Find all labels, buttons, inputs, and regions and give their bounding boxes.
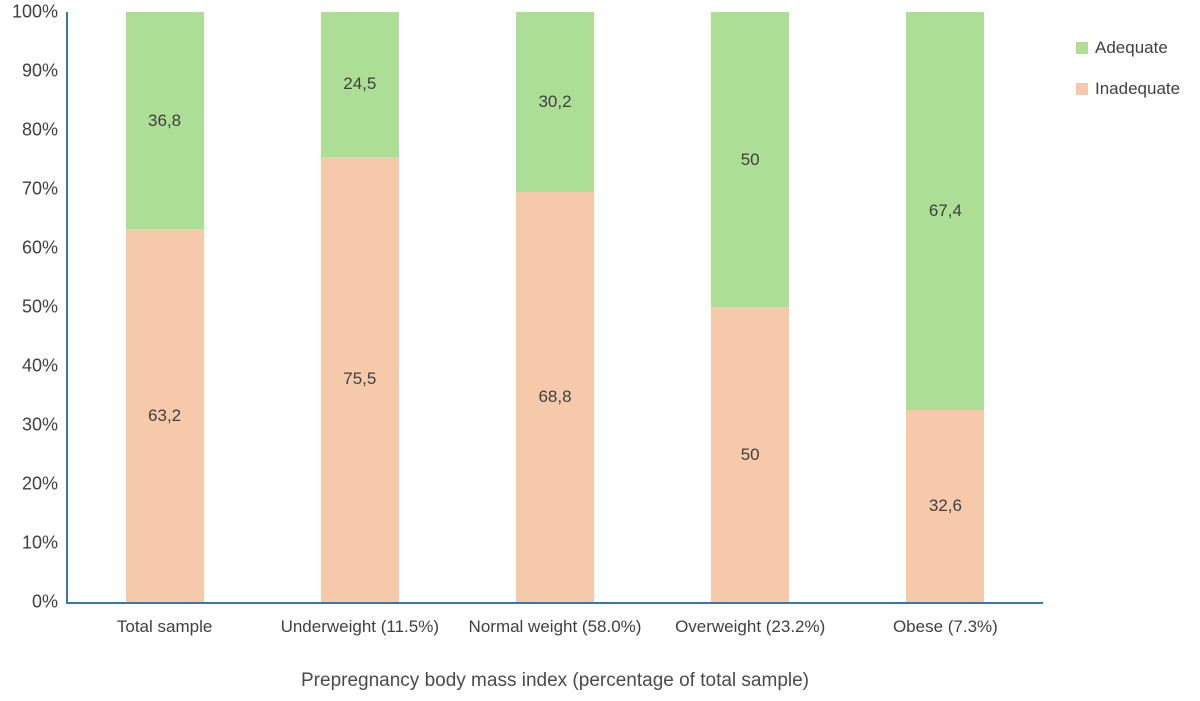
inadequate-swatch-icon (1076, 83, 1088, 95)
y-tick-label: 0% (31, 591, 58, 612)
x-axis-title: Prepregnancy body mass index (percentage… (301, 670, 809, 691)
legend-label: Adequate (1095, 38, 1168, 57)
adequate-swatch-icon (1076, 42, 1088, 54)
legend-entry-adequate[interactable]: Adequate (1076, 38, 1180, 58)
data-label: 75,5 (343, 369, 377, 389)
y-tick-label: 50% (21, 296, 58, 317)
bar-segment-inadequate[interactable]: 32,6 (906, 409, 985, 602)
data-label: 30,2 (538, 91, 572, 111)
data-label: 36,8 (148, 110, 182, 130)
data-label: 32,6 (928, 495, 962, 515)
legend: Adequate Inadequate (1076, 38, 1180, 99)
bar-segment-adequate[interactable]: 67,4 (906, 12, 985, 410)
y-tick-label: 10% (21, 532, 58, 553)
y-axis-line (66, 12, 68, 604)
data-label: 24,5 (343, 74, 377, 94)
y-tick-label: 100% (11, 1, 58, 22)
y-tick-label: 70% (21, 178, 58, 199)
category-label: Obese (7.3%) (892, 617, 998, 636)
category-label: Normal weight (58.0%) (468, 617, 642, 636)
y-tick-label: 30% (21, 414, 58, 435)
category-label: Overweight (23.2%) (675, 617, 826, 636)
bar-segment-adequate[interactable]: 36,8 (125, 12, 204, 230)
data-label: 63,2 (148, 405, 182, 425)
legend-label: Inadequate (1095, 79, 1181, 98)
bar-segment-adequate[interactable]: 30,2 (516, 12, 594, 192)
x-axis-line (66, 602, 1043, 604)
category-label: Total sample (116, 617, 213, 636)
bar-segment-inadequate[interactable]: 75,5 (320, 156, 399, 602)
data-label: 50 (740, 444, 760, 464)
y-tick-label: 60% (21, 237, 58, 258)
y-tick-label: 90% (21, 60, 58, 81)
bar-segment-adequate[interactable]: 24,5 (320, 12, 399, 157)
bar-segment-inadequate[interactable]: 50 (711, 307, 790, 602)
legend-entry-inadequate[interactable]: Inadequate (1076, 79, 1180, 99)
bar-segment-inadequate[interactable]: 63,2 (125, 229, 204, 602)
bar-segment-adequate[interactable]: 50 (711, 12, 790, 307)
data-label: 68,8 (538, 386, 572, 406)
data-label: 50 (740, 149, 760, 169)
y-tick-label: 40% (21, 355, 58, 376)
category-label: Underweight (11.5%) (280, 617, 440, 636)
data-label: 67,4 (928, 200, 962, 220)
bar-segment-inadequate[interactable]: 68,8 (516, 191, 594, 602)
y-tick-label: 20% (21, 473, 58, 494)
y-tick-label: 80% (21, 119, 58, 140)
